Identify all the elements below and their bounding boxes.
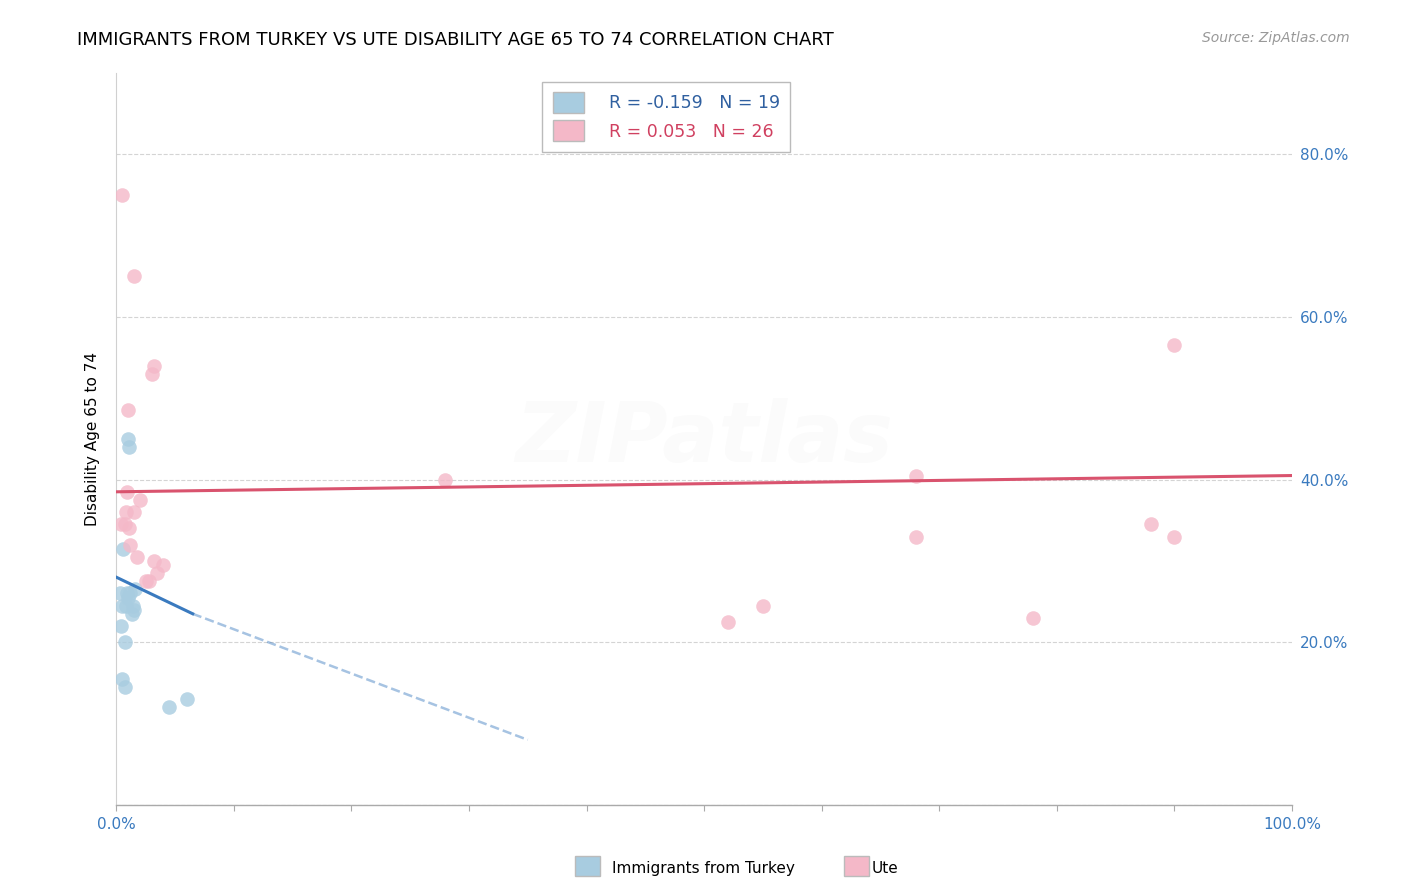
FancyBboxPatch shape	[844, 856, 869, 876]
Point	[114, 680, 136, 694]
Point	[108, 586, 131, 600]
Point	[114, 517, 136, 532]
Point	[120, 538, 142, 552]
Point	[121, 607, 143, 621]
Text: Ute: Ute	[872, 861, 898, 876]
FancyBboxPatch shape	[575, 856, 600, 876]
Point	[121, 599, 143, 613]
Point	[122, 269, 145, 284]
Text: Source: ZipAtlas.com: Source: ZipAtlas.com	[1202, 31, 1350, 45]
Point	[717, 615, 740, 629]
Point	[146, 566, 169, 581]
Point	[135, 574, 157, 589]
Point	[1163, 529, 1185, 543]
Point	[127, 549, 149, 564]
Point	[176, 692, 198, 706]
Point	[110, 517, 132, 532]
Point	[752, 599, 775, 613]
Point	[111, 599, 134, 613]
Point	[122, 603, 145, 617]
Point	[124, 582, 146, 597]
Text: ZIPatlas: ZIPatlas	[515, 399, 893, 479]
Text: Immigrants from Turkey: Immigrants from Turkey	[612, 861, 794, 876]
Text: IMMIGRANTS FROM TURKEY VS UTE DISABILITY AGE 65 TO 74 CORRELATION CHART: IMMIGRANTS FROM TURKEY VS UTE DISABILITY…	[77, 31, 834, 49]
Point	[904, 468, 927, 483]
Point	[141, 367, 163, 381]
Point	[114, 635, 136, 649]
Point	[115, 586, 138, 600]
Point	[115, 484, 138, 499]
Point	[117, 403, 139, 417]
Point	[117, 591, 139, 605]
Point	[157, 700, 180, 714]
Point	[120, 586, 142, 600]
Point	[128, 492, 150, 507]
Point	[111, 188, 134, 202]
Point	[112, 541, 135, 556]
Point	[138, 574, 160, 589]
Y-axis label: Disability Age 65 to 74: Disability Age 65 to 74	[86, 352, 100, 526]
Point	[904, 529, 927, 543]
Legend:   R = -0.159   N = 19,   R = 0.053   N = 26: R = -0.159 N = 19, R = 0.053 N = 26	[543, 82, 790, 152]
Point	[1022, 611, 1045, 625]
Point	[434, 473, 457, 487]
Point	[118, 521, 141, 535]
Point	[1163, 338, 1185, 352]
Point	[142, 359, 165, 373]
Point	[1140, 517, 1163, 532]
Point	[122, 505, 145, 519]
Point	[142, 554, 165, 568]
Point	[111, 672, 134, 686]
Point	[114, 599, 136, 613]
Point	[114, 505, 136, 519]
Point	[152, 558, 174, 572]
Point	[118, 440, 141, 454]
Point	[110, 619, 132, 633]
Point	[117, 432, 139, 446]
